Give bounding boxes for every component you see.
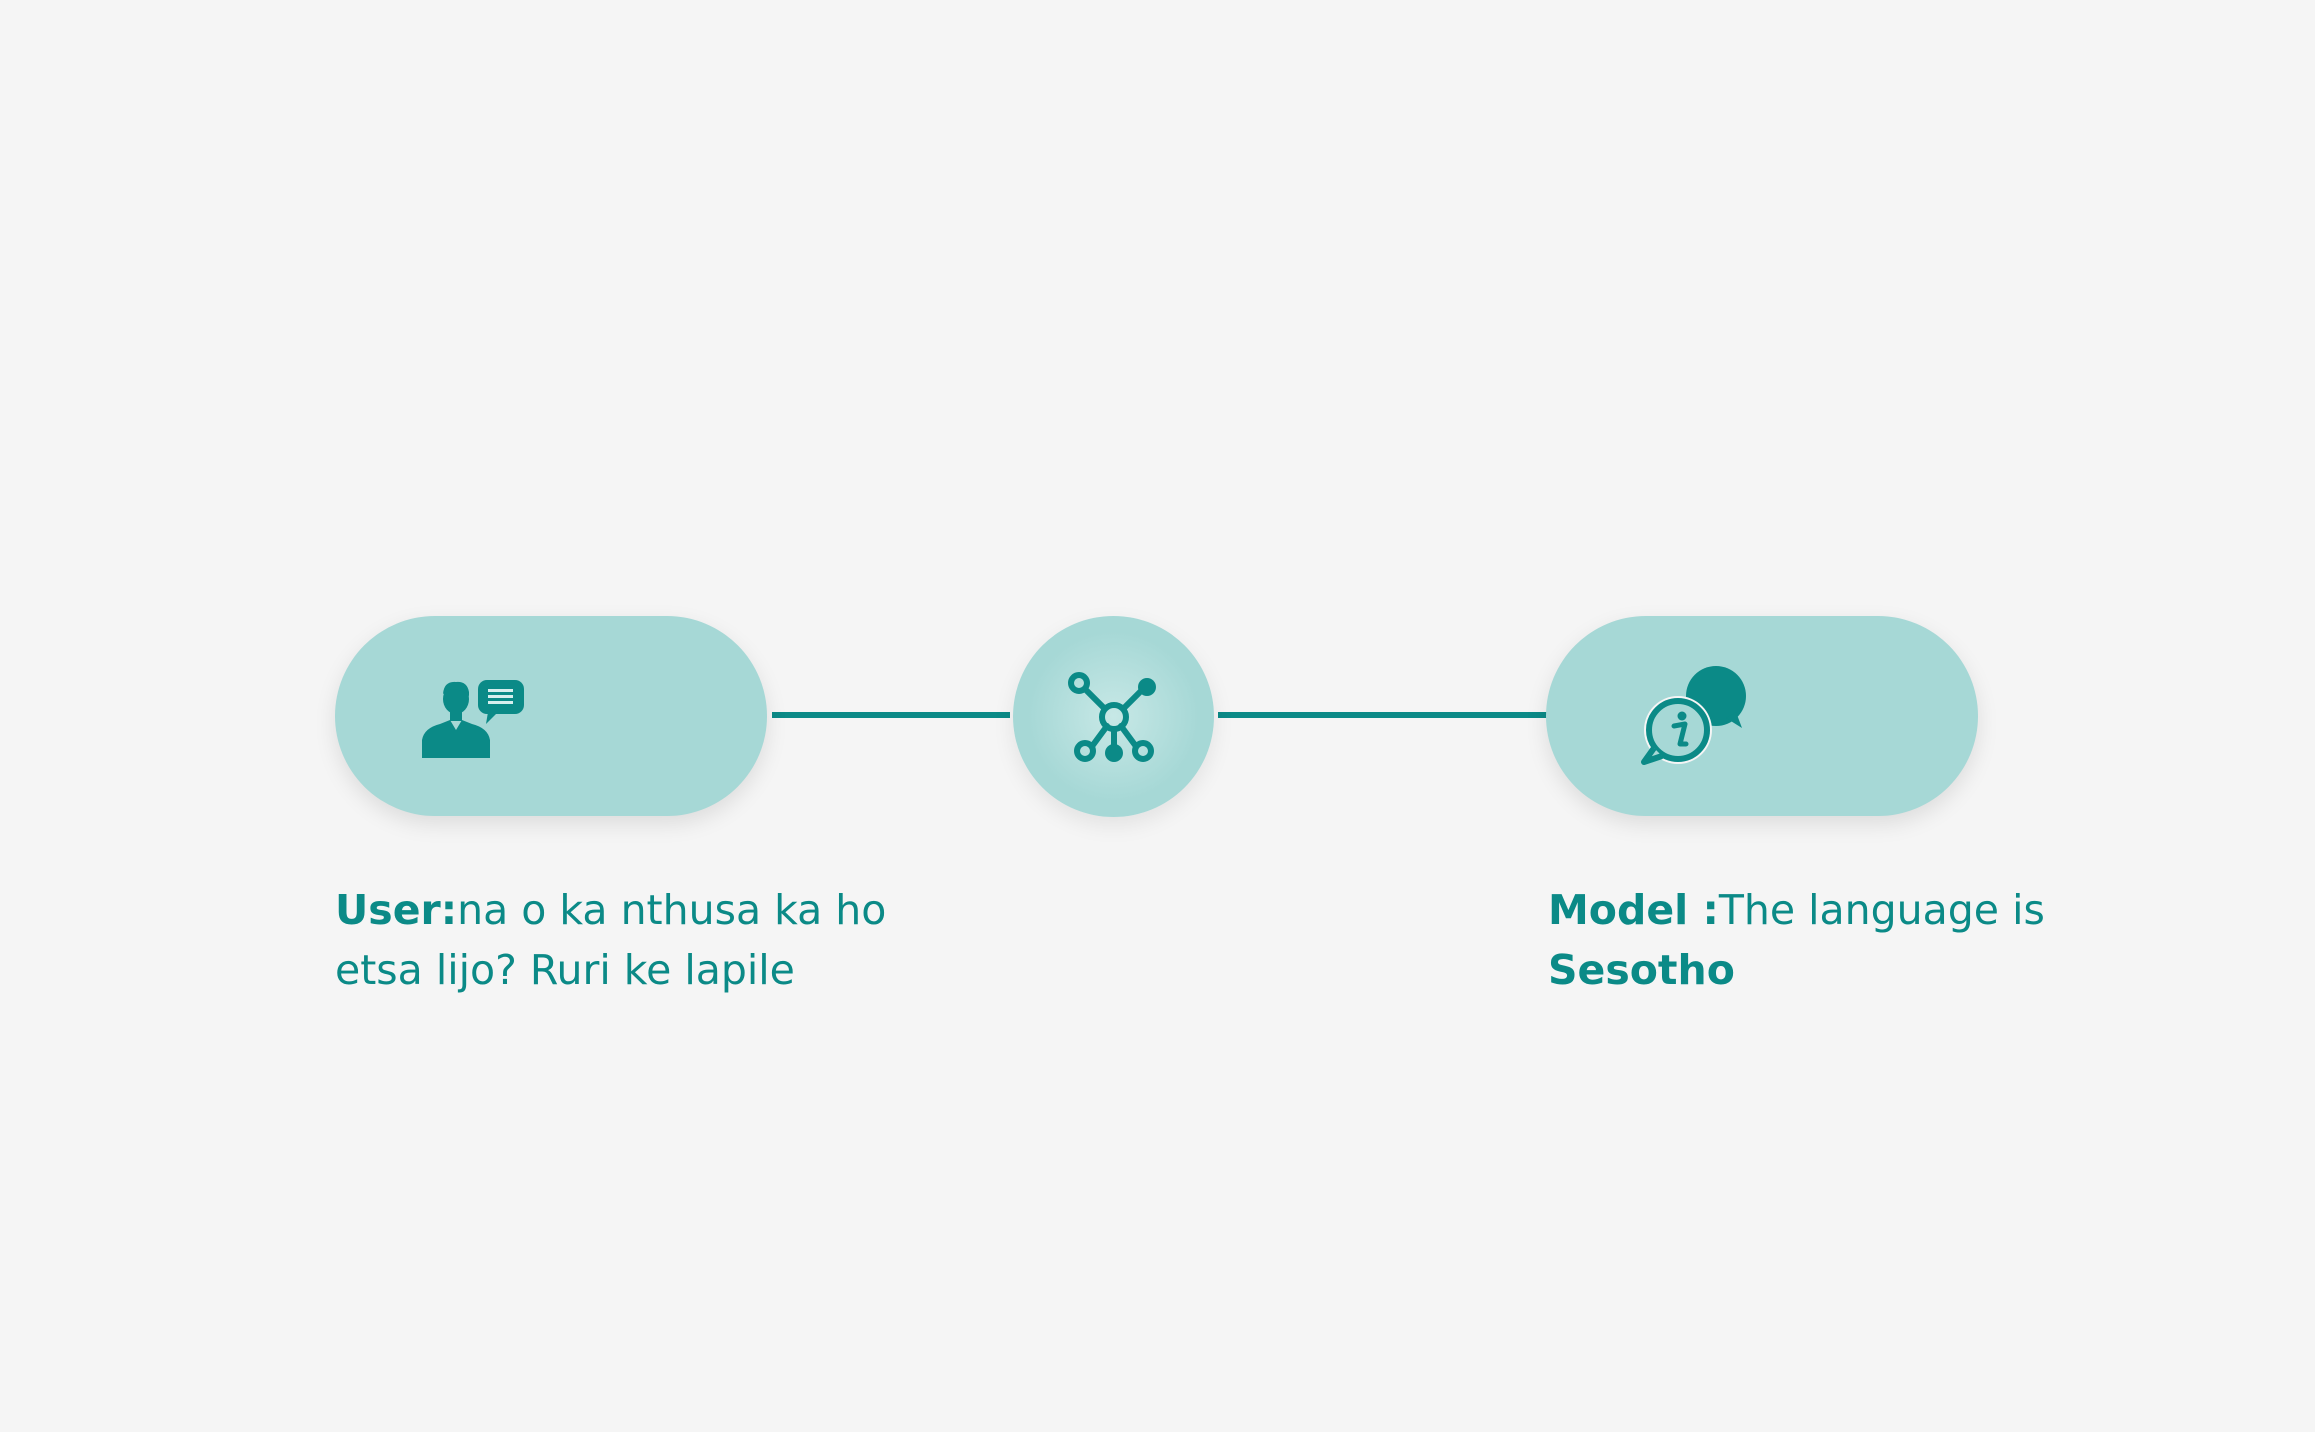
user-chat-icon	[422, 680, 524, 758]
connector-user-hub	[772, 712, 1010, 718]
model-caption: Model :The language is Sesotho	[1548, 880, 2108, 1000]
model-caption-language: Sesotho	[1548, 946, 1735, 994]
model-caption-text: The language is	[1718, 886, 2045, 934]
user-node	[335, 616, 767, 816]
model-node	[1546, 616, 1978, 816]
model-caption-label: Model :	[1548, 886, 1719, 934]
connector-hub-model	[1218, 712, 1548, 718]
user-caption-label: User:	[335, 886, 458, 934]
user-caption: User:na o ka nthusa ka ho etsa lijo? Rur…	[335, 880, 895, 1000]
info-chat-icon	[1641, 666, 1746, 765]
model-hub-node	[1013, 616, 1214, 817]
user-caption-text: na o ka nthusa ka ho etsa lijo? Ruri ke …	[335, 886, 887, 994]
network-icon	[1068, 672, 1156, 762]
